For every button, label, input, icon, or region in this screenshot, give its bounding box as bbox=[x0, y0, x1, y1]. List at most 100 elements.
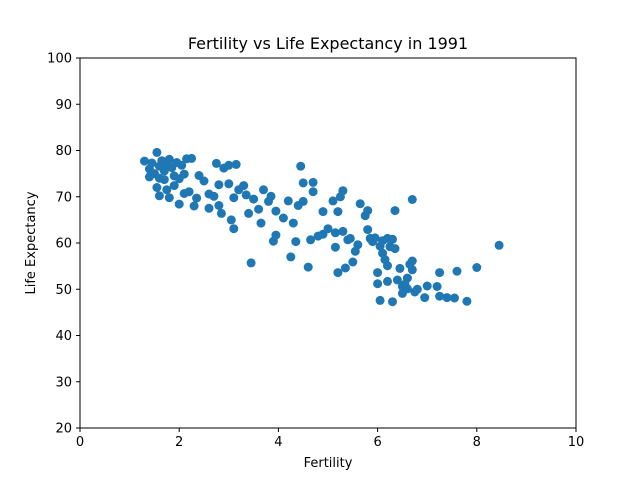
data-point bbox=[328, 196, 338, 206]
data-point bbox=[199, 176, 209, 186]
data-point bbox=[330, 242, 340, 252]
y-tick-label: 20 bbox=[55, 422, 72, 437]
data-point bbox=[462, 296, 472, 306]
data-point bbox=[435, 291, 445, 301]
data-point bbox=[189, 201, 199, 211]
y-tick-label: 80 bbox=[55, 144, 72, 159]
data-point bbox=[442, 293, 452, 303]
data-point bbox=[383, 276, 392, 286]
data-point bbox=[256, 218, 266, 228]
data-point bbox=[375, 295, 385, 305]
data-point bbox=[291, 237, 301, 247]
data-point bbox=[231, 159, 241, 169]
data-point bbox=[239, 181, 249, 191]
data-point bbox=[388, 297, 397, 307]
data-point bbox=[271, 230, 281, 240]
data-point bbox=[214, 180, 224, 190]
y-axis-label: Life Expectancy bbox=[24, 191, 39, 294]
data-point bbox=[288, 218, 298, 228]
data-point bbox=[147, 158, 157, 168]
data-point bbox=[340, 263, 350, 273]
data-point bbox=[224, 160, 234, 170]
data-points bbox=[140, 147, 504, 307]
x-axis-label: Fertility bbox=[304, 456, 353, 471]
data-point bbox=[435, 268, 445, 278]
data-point bbox=[308, 177, 318, 187]
data-point bbox=[422, 281, 432, 291]
data-point bbox=[363, 225, 373, 235]
data-point bbox=[407, 195, 417, 204]
data-point bbox=[355, 199, 365, 209]
data-point bbox=[392, 275, 402, 285]
data-point bbox=[407, 256, 417, 266]
data-point bbox=[345, 233, 355, 243]
data-point bbox=[298, 178, 308, 188]
data-point bbox=[407, 265, 417, 275]
x-tick-label: 0 bbox=[76, 435, 84, 450]
data-point bbox=[177, 160, 187, 170]
data-point bbox=[164, 154, 174, 164]
x-tick-label: 4 bbox=[274, 435, 282, 450]
data-point bbox=[390, 244, 400, 254]
data-point bbox=[187, 153, 197, 163]
data-point bbox=[266, 191, 276, 201]
data-point bbox=[154, 191, 164, 201]
y-axis-ticks: 20 30 40 50 60 70 80 90 100 bbox=[47, 52, 80, 437]
data-point bbox=[373, 268, 383, 278]
data-point bbox=[152, 183, 162, 192]
y-tick-label: 70 bbox=[55, 190, 72, 205]
data-point bbox=[224, 179, 234, 189]
data-point bbox=[388, 234, 397, 244]
data-point bbox=[432, 282, 442, 291]
data-point bbox=[330, 228, 340, 238]
data-point bbox=[402, 273, 412, 283]
data-point bbox=[192, 193, 202, 203]
data-point bbox=[298, 196, 308, 206]
data-point bbox=[226, 215, 236, 225]
data-point bbox=[420, 293, 430, 303]
data-point bbox=[164, 193, 174, 203]
data-point bbox=[395, 263, 405, 273]
data-point bbox=[162, 185, 172, 195]
x-tick-label: 10 bbox=[568, 435, 585, 450]
data-point bbox=[318, 207, 328, 217]
data-point bbox=[241, 190, 251, 200]
data-point bbox=[140, 156, 149, 166]
data-point bbox=[450, 293, 459, 303]
data-point bbox=[333, 207, 343, 217]
y-tick-label: 90 bbox=[55, 98, 72, 113]
data-point bbox=[472, 263, 482, 272]
y-tick-label: 100 bbox=[47, 52, 72, 67]
data-point bbox=[278, 213, 288, 223]
x-tick-label: 6 bbox=[373, 435, 381, 450]
data-point bbox=[184, 187, 194, 197]
data-point bbox=[308, 187, 318, 197]
data-point bbox=[353, 240, 363, 250]
chart-title: Fertility vs Life Expectancy in 1991 bbox=[188, 34, 468, 53]
data-point bbox=[159, 166, 169, 176]
data-point bbox=[286, 252, 296, 262]
data-point bbox=[211, 158, 221, 168]
data-point bbox=[383, 261, 392, 271]
data-point bbox=[246, 258, 256, 268]
data-point bbox=[452, 266, 462, 276]
data-point bbox=[179, 169, 189, 179]
data-point bbox=[249, 194, 259, 204]
data-point bbox=[296, 161, 306, 171]
data-point bbox=[214, 201, 224, 210]
y-tick-label: 60 bbox=[55, 237, 72, 252]
data-point bbox=[370, 233, 380, 243]
y-tick-label: 30 bbox=[55, 375, 72, 390]
data-point bbox=[259, 185, 268, 195]
data-point bbox=[209, 191, 219, 201]
plot-frame bbox=[79, 57, 577, 429]
data-point bbox=[152, 147, 162, 157]
data-point bbox=[244, 208, 254, 218]
data-point bbox=[216, 208, 226, 218]
data-point bbox=[338, 226, 348, 236]
data-point bbox=[169, 181, 179, 191]
data-point bbox=[390, 206, 400, 216]
data-point bbox=[254, 204, 264, 214]
data-point bbox=[229, 224, 239, 234]
data-point bbox=[348, 257, 358, 267]
